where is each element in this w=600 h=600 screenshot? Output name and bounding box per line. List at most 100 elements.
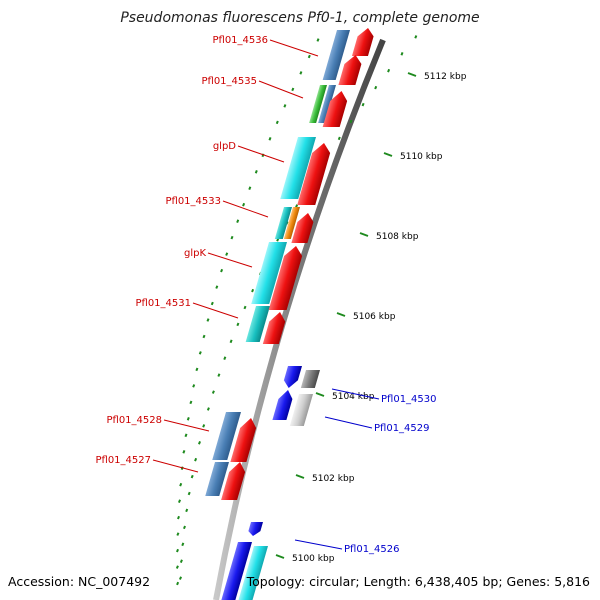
gene-pfl01-4527-reverse <box>205 462 229 496</box>
gene-label-red: Pfl01_4528 <box>106 415 162 426</box>
ring-dot <box>179 576 182 580</box>
ring-dot <box>316 38 320 42</box>
gene-pfl01-4525-blue <box>220 542 252 600</box>
ring-dot <box>299 71 303 75</box>
ring-dot <box>187 491 191 496</box>
ring-dot <box>211 390 215 394</box>
gene-pfl01-4530-gray <box>300 370 320 388</box>
gene-pfl01-4528-forward <box>230 418 257 462</box>
gene-pfl01-4526-blue <box>248 522 263 536</box>
scale-tick-mark <box>359 232 369 237</box>
gene-label-red: glpK <box>184 248 206 259</box>
scale-tick-label: 5106 kbp <box>353 312 396 322</box>
gene-labels: Pfl01_4536 Pfl01_4535 glpD Pfl01_4533 glpK Pf… <box>95 35 436 555</box>
ring-dot <box>236 219 240 223</box>
ring-dot <box>192 384 196 388</box>
ring-dot <box>175 565 179 569</box>
gene-pfl01-4529-light <box>289 394 313 426</box>
ring-dot <box>179 559 183 563</box>
ring-dot <box>183 525 186 530</box>
ring-dot <box>215 285 219 289</box>
label-connector <box>222 200 269 218</box>
label-connector <box>152 459 199 473</box>
gene-pfl01-4535-green <box>309 85 327 123</box>
ring-dot <box>248 186 252 190</box>
ring-dot <box>230 235 234 240</box>
label-connector <box>324 416 373 429</box>
ring-dot <box>178 499 181 503</box>
ring-dot <box>202 334 206 339</box>
label-connector <box>192 302 239 319</box>
scale-tick-label: 5110 kbp <box>400 152 443 162</box>
gene-pfl01-4531-forward <box>262 312 286 344</box>
label-connector <box>294 539 343 550</box>
gene-pfl01-4529-blue <box>272 390 293 420</box>
ring-dot <box>236 322 240 327</box>
ring-dot <box>295 204 299 208</box>
gene-label-blue: Pfl01_4526 <box>344 544 400 555</box>
ring-dot <box>185 508 189 513</box>
gene-label-red: Pfl01_4535 <box>201 76 257 87</box>
ring-dot <box>307 54 311 59</box>
gene-pfl01-4535-steel <box>318 85 336 123</box>
ring-dot <box>225 252 229 256</box>
ring-dot <box>206 318 210 322</box>
ring-dot <box>414 35 418 39</box>
ring-dot <box>182 450 186 454</box>
ring-dot <box>268 137 272 141</box>
label-connector <box>207 252 253 268</box>
gene-pfl01-4536-forward <box>351 28 374 56</box>
scale-tick-mark <box>275 554 285 559</box>
ring-dot <box>261 153 265 158</box>
ring-dot <box>184 433 188 438</box>
ring-dot <box>198 351 202 355</box>
scale-tick-mark <box>336 312 346 317</box>
gene-features <box>205 28 374 600</box>
scale-tick-label: 5100 kbp <box>292 554 335 564</box>
accession-text: Accession: NC_007492 <box>8 574 150 589</box>
topology-text: Topology: circular; Length: 6,438,405 bp… <box>246 574 590 589</box>
gene-label-red: Pfl01_4531 <box>135 298 191 309</box>
ring-dot <box>186 417 190 421</box>
gene-glpk-forward <box>268 246 303 310</box>
gene-pfl01-4536-reverse <box>322 30 350 80</box>
ring-dot <box>242 202 246 207</box>
scale-tick-label: 5108 kbp <box>376 232 419 242</box>
gene-label-blue: Pfl01_4530 <box>381 394 437 405</box>
ring-dot <box>275 120 279 125</box>
ring-dot <box>176 548 179 553</box>
ring-dot <box>223 356 227 360</box>
ring-dot <box>220 268 224 273</box>
ring-dot <box>190 474 194 479</box>
label-connector <box>269 39 319 57</box>
scale-tick-mark <box>295 474 305 479</box>
ring-dot <box>177 515 180 520</box>
label-connector <box>331 388 380 400</box>
ring-dot <box>349 119 353 124</box>
gene-label-red: Pfl01_4533 <box>165 196 221 207</box>
ring-dot <box>179 482 183 487</box>
label-connector <box>163 419 210 432</box>
scale-tick-label: 5112 kbp <box>424 72 467 82</box>
ring-dot <box>400 52 404 56</box>
scale-tick-label: 5104 kbp <box>332 392 375 402</box>
scale-tick-label: 5102 kbp <box>312 474 355 484</box>
ring-dot <box>195 367 199 372</box>
ring-dot <box>387 68 391 73</box>
ring-dot <box>374 85 378 90</box>
gene-pfl01-4527-forward <box>221 462 246 500</box>
gene-glpk-reverse <box>251 242 287 304</box>
ring-dot <box>176 581 180 586</box>
scale-tick-mark <box>383 152 393 157</box>
gene-pfl01-4531-reverse <box>245 306 270 342</box>
gene-pfl01-4530-blue <box>283 366 302 388</box>
gene-pfl01-4533-teal <box>274 207 292 239</box>
gene-pfl01-4525-cyan <box>237 546 268 600</box>
scale-tick-mark <box>315 392 325 397</box>
ring-dot <box>337 136 341 141</box>
gene-label-red: Pfl01_4536 <box>212 35 268 46</box>
coordinate-rings <box>175 35 418 586</box>
gene-pfl01-4528-reverse <box>212 412 241 460</box>
scale-ticks: 5112 kbp 5110 kbp 5108 kbp 5106 kbp 5104 kbp… <box>275 72 467 564</box>
